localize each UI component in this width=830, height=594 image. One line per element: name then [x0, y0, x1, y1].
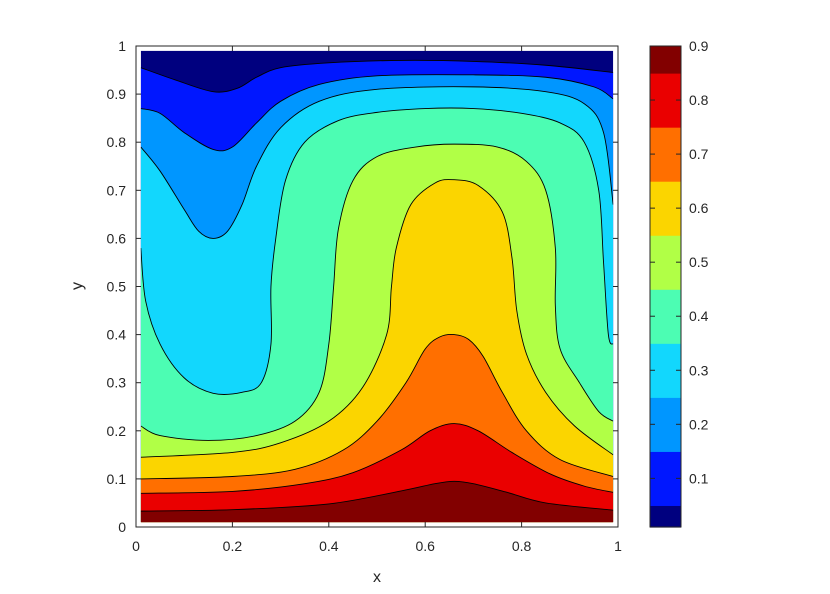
colorbar-box [649, 45, 682, 528]
x-tick-label: 0.4 [319, 538, 339, 554]
y-tick-label: 0.3 [107, 375, 127, 391]
colorbar-tick-label: 0.4 [689, 308, 709, 324]
colorbar-segment [650, 235, 681, 290]
colorbar-tick-label: 0.1 [689, 470, 709, 486]
contour-line [140, 86, 614, 239]
colorbar-segment [650, 343, 681, 398]
y-tick-label: 0 [118, 519, 126, 535]
contour-band [140, 481, 614, 523]
contour-line [140, 59, 614, 93]
colorbar-segment [650, 127, 681, 182]
y-tick-label: 0.7 [107, 182, 127, 198]
contour-line [140, 480, 614, 512]
y-tick-label: 0.6 [107, 230, 127, 246]
colorbar-segment [650, 181, 681, 236]
contour-lines [140, 59, 614, 512]
y-tick-label: 0.8 [107, 134, 127, 150]
colorbar-segment [650, 73, 681, 128]
colorbar-tick-label: 0.8 [689, 92, 709, 108]
contour-fills [140, 50, 614, 523]
colorbar-segment [650, 46, 681, 74]
x-axis-label: x [373, 569, 381, 586]
y-tick-label: 0.5 [107, 279, 127, 295]
x-tick-label: 0 [132, 538, 140, 554]
colorbar-segment [650, 289, 681, 344]
x-tick-label: 0.2 [223, 538, 243, 554]
contour-line [140, 143, 614, 441]
colorbar-tick-label: 0.5 [689, 254, 709, 270]
contour-line [140, 74, 614, 152]
colorbar-segment [650, 397, 681, 452]
x-tick-label: 1 [614, 538, 622, 554]
x-tick-label: 0.8 [512, 538, 532, 554]
y-tick-label: 1 [118, 38, 126, 54]
y-tick-label: 0.2 [107, 423, 127, 439]
colorbar-segment [650, 451, 681, 506]
x-tick-label: 0.6 [415, 538, 435, 554]
colorbar-tick-label: 0.3 [689, 362, 709, 378]
y-tick-label: 0.9 [107, 86, 127, 102]
contour-line [140, 107, 614, 395]
contour-plot: 0 0.2 0.4 0.6 0.8 1 0 0.1 0.2 0.3 0.4 0.5 0.6 0.7 0.8 0… [107, 38, 623, 554]
y-tick-label: 0.1 [107, 471, 127, 487]
colorbar-segment [650, 505, 681, 528]
colorbar-tick-label: 0.6 [689, 200, 709, 216]
y-axis-label: y [69, 282, 86, 290]
contour-line [140, 334, 614, 480]
contour-line [140, 423, 614, 494]
colorbar-tick-label: 0.9 [689, 38, 709, 54]
y-tick-label: 0.4 [107, 327, 127, 343]
colorbar-tick-label: 0.7 [689, 146, 709, 162]
colorbar-tick-label: 0.2 [689, 416, 709, 432]
colorbar: 0.1 0.2 0.3 0.4 0.5 0.6 0.7 0.8 0.9 [649, 38, 709, 528]
contour-line [140, 179, 614, 458]
